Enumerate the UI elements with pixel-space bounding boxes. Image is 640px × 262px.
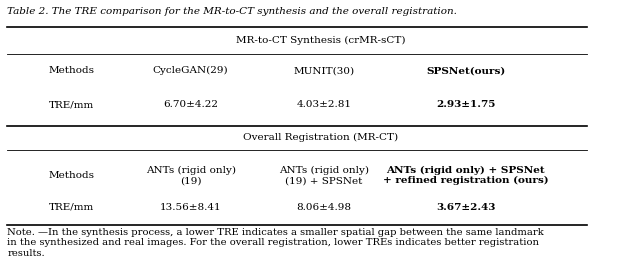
Text: ANTs (rigid only)
(19): ANTs (rigid only) (19) <box>146 166 236 185</box>
Text: TRE/mm: TRE/mm <box>49 100 94 110</box>
Text: MUNIT(30): MUNIT(30) <box>293 66 355 75</box>
Text: TRE/mm: TRE/mm <box>49 203 94 212</box>
Text: ANTs (rigid only) + SPSNet
+ refined registration (ours): ANTs (rigid only) + SPSNet + refined reg… <box>383 166 548 185</box>
Text: MR-to-CT Synthesis (crMR-sCT): MR-to-CT Synthesis (crMR-sCT) <box>236 36 406 45</box>
Text: Table 2. The TRE comparison for the MR-to-CT synthesis and the overall registrat: Table 2. The TRE comparison for the MR-t… <box>7 8 457 17</box>
Text: Overall Registration (MR-CT): Overall Registration (MR-CT) <box>243 133 398 142</box>
Text: SPSNet(ours): SPSNet(ours) <box>426 66 506 75</box>
Text: Methods: Methods <box>49 171 95 180</box>
Text: Note. —In the synthesis process, a lower TRE indicates a smaller spatial gap bet: Note. —In the synthesis process, a lower… <box>7 228 544 258</box>
Text: Methods: Methods <box>49 66 95 75</box>
Text: 3.67±2.43: 3.67±2.43 <box>436 203 495 212</box>
Text: 4.03±2.81: 4.03±2.81 <box>296 100 351 110</box>
Text: 8.06±4.98: 8.06±4.98 <box>296 203 351 212</box>
Text: 6.70±4.22: 6.70±4.22 <box>163 100 218 110</box>
Text: ANTs (rigid only)
(19) + SPSNet: ANTs (rigid only) (19) + SPSNet <box>279 166 369 185</box>
Text: 13.56±8.41: 13.56±8.41 <box>160 203 221 212</box>
Text: 2.93±1.75: 2.93±1.75 <box>436 100 495 110</box>
Text: CycleGAN(29): CycleGAN(29) <box>153 66 228 75</box>
